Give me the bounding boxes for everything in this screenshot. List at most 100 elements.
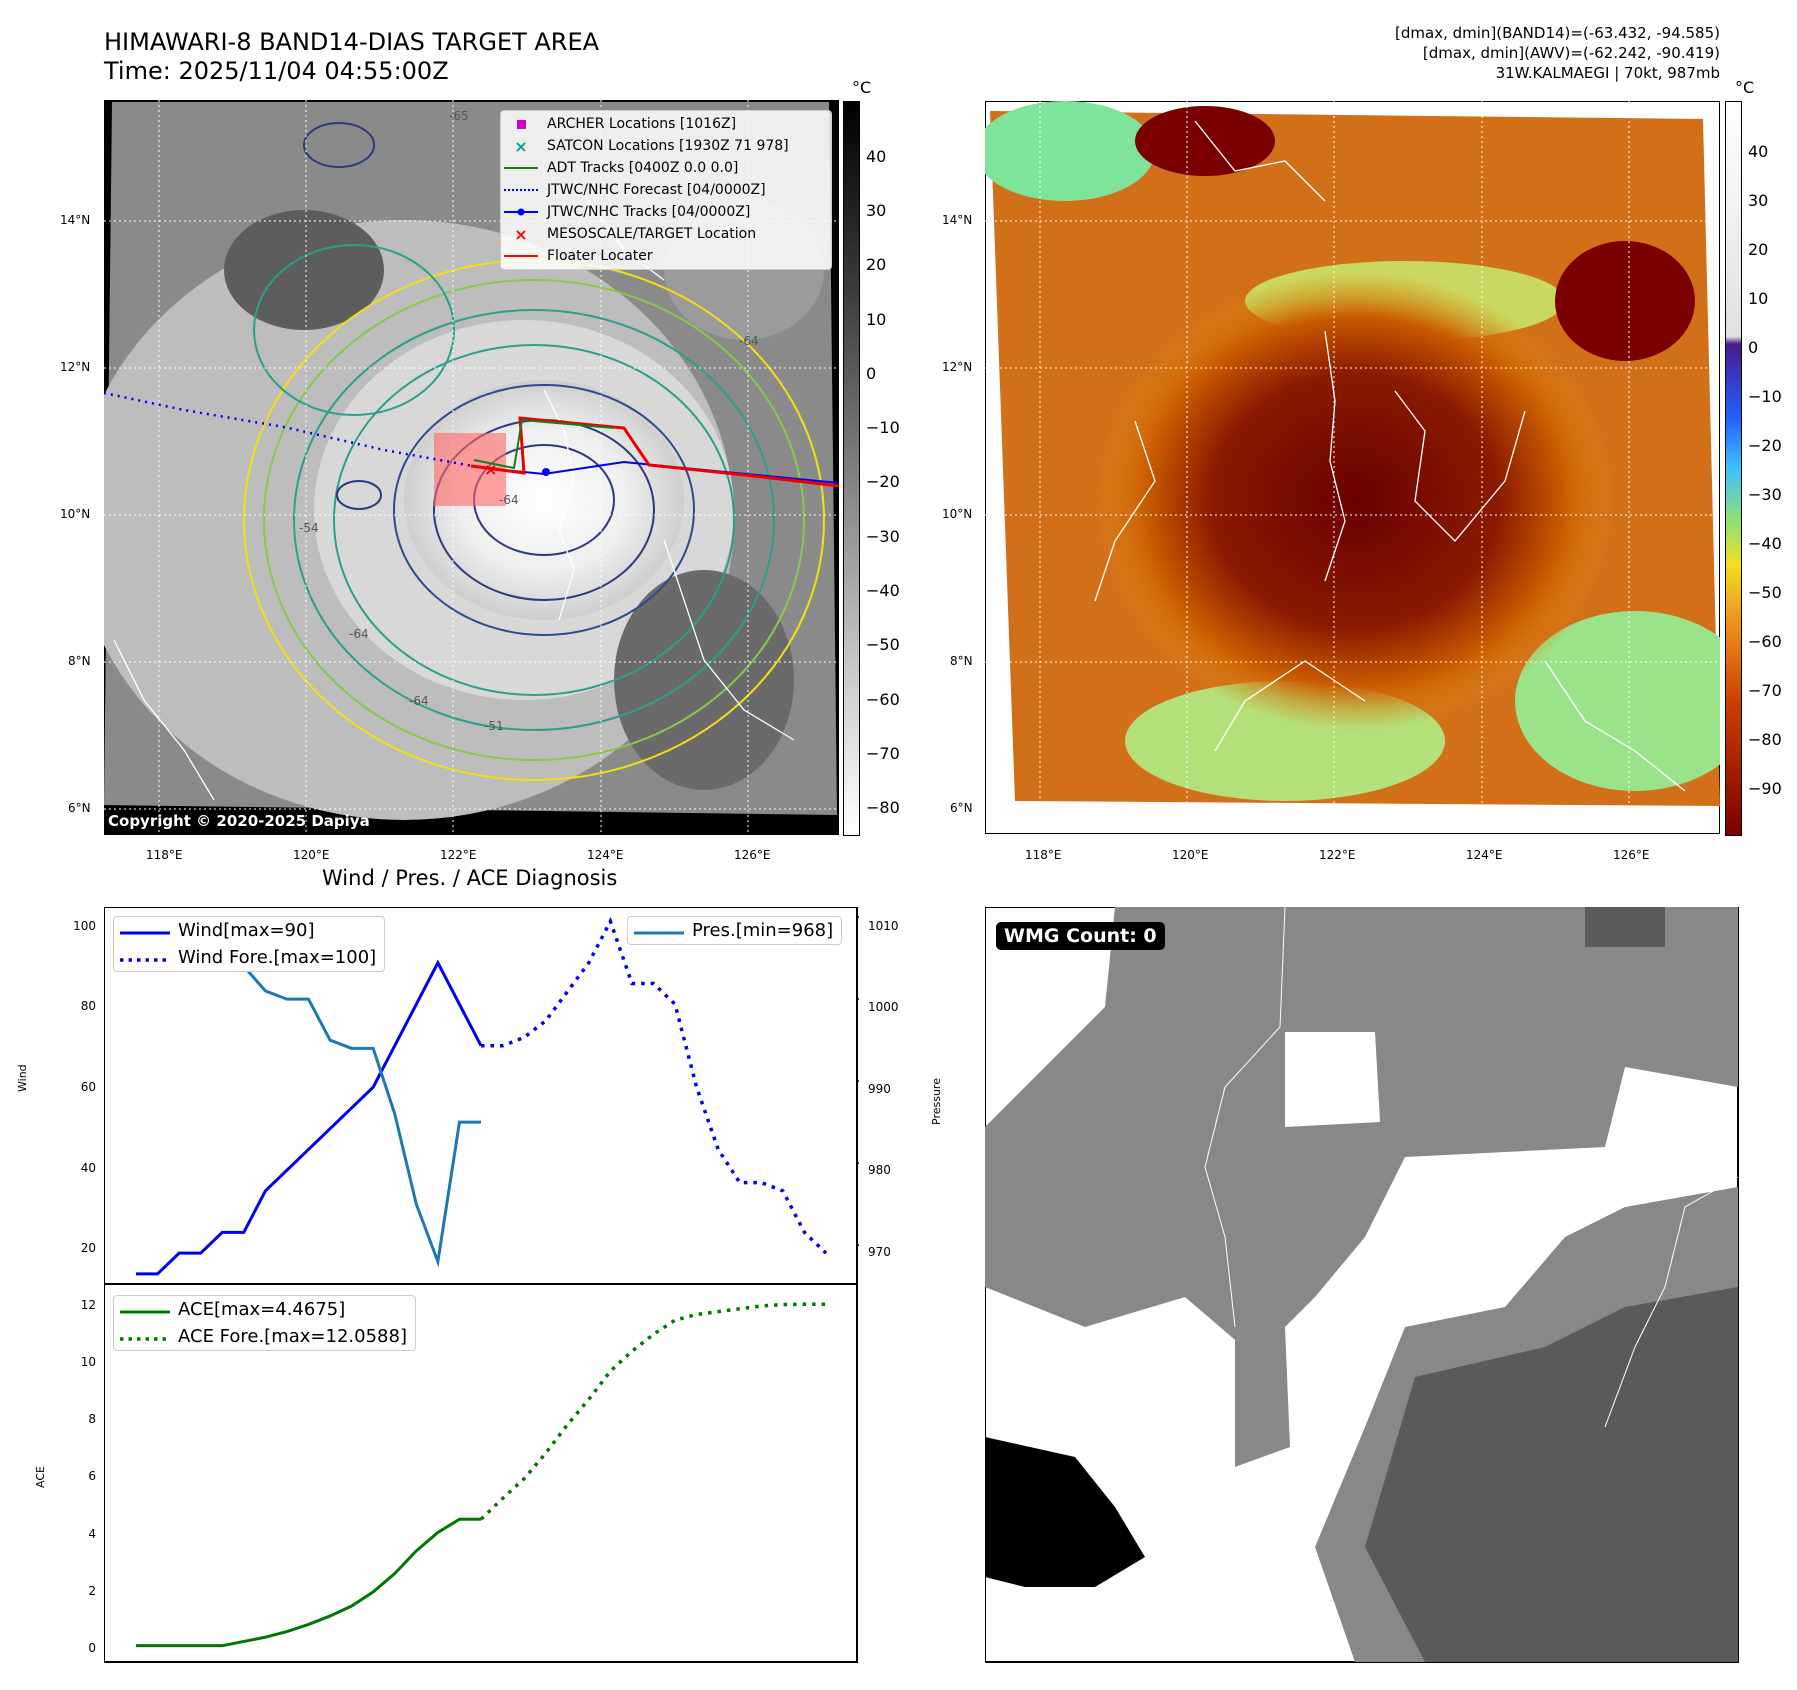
pressure-ytick: 990	[868, 1082, 891, 1096]
solid-line-icon	[120, 924, 170, 938]
info-storm: 31W.KALMAEGI | 70kt, 987mb	[1495, 64, 1720, 82]
figure-time: Time: 2025/11/04 04:55:00Z	[104, 57, 449, 85]
wind-forecast-line	[481, 916, 828, 1255]
legend-label: JTWC/NHC Forecast [04/0000Z]	[547, 182, 766, 198]
info-awv-range: [dmax, dmin](AWV)=(-62.242, -90.419)	[1422, 44, 1720, 62]
awv-colorbar-unit: °C	[1735, 78, 1755, 97]
ir-lon-tick: 124°E	[587, 848, 624, 862]
square-marker-icon	[501, 116, 541, 132]
wind-ytick: 20	[80, 1241, 96, 1255]
ace-ytick: 8	[88, 1412, 96, 1426]
awv-lat-tick: 10°N	[942, 507, 973, 521]
wmg-map	[985, 907, 1739, 1663]
ir-colorbar-unit: °C	[852, 78, 872, 97]
awv-lat-tick: 8°N	[950, 654, 973, 668]
contour-label: -64	[349, 627, 369, 641]
contour-label: -54	[299, 521, 319, 535]
legend-floater: Floater Locater	[501, 245, 831, 267]
awv-map	[985, 101, 1720, 834]
awv-lat-tick: 12°N	[942, 360, 973, 374]
awv-lon-tick: 120°E	[1172, 848, 1209, 862]
pressure-legend: Pres.[min=968]	[627, 916, 843, 945]
solid-line-icon	[634, 924, 684, 938]
pressure-axis-label: Pressure	[930, 1078, 943, 1125]
ir-lat-tick: 14°N	[60, 213, 91, 227]
ir-colorbar	[843, 101, 860, 836]
ace-ytick: 0	[88, 1641, 96, 1655]
wind-ytick: 80	[80, 999, 96, 1013]
wind-axis-label: Wind	[16, 1064, 29, 1092]
line-dot-icon	[501, 204, 541, 220]
ir-lon-tick: 126°E	[734, 848, 771, 862]
legend-label: ARCHER Locations [1016Z]	[547, 116, 737, 132]
ace-axis-label: ACE	[34, 1466, 47, 1488]
legend-jtwc-tracks: JTWC/NHC Tracks [04/0000Z]	[501, 201, 831, 223]
legend-wind: Wind[max=90]	[114, 917, 384, 944]
figure-title: HIMAWARI-8 BAND14-DIAS TARGET AREA	[104, 28, 600, 56]
solid-line-icon	[501, 248, 541, 264]
ir-lat-tick: 10°N	[60, 507, 91, 521]
legend-ace-forecast: ACE Fore.[max=12.0588]	[114, 1323, 415, 1350]
legend-mesoscale: × MESOSCALE/TARGET Location	[501, 223, 831, 245]
awv-lon-tick: 122°E	[1319, 848, 1356, 862]
awv-lon-tick: 126°E	[1613, 848, 1650, 862]
diagnosis-title: Wind / Pres. / ACE Diagnosis	[322, 866, 618, 890]
dotted-line-icon	[120, 1330, 170, 1344]
pressure-ytick: 970	[868, 1245, 891, 1259]
ace-ytick: 10	[80, 1355, 96, 1369]
ir-lat-tick: 12°N	[60, 360, 91, 374]
legend-label: Floater Locater	[547, 248, 653, 264]
awv-lon-tick: 124°E	[1466, 848, 1503, 862]
pressure-ytick: 1000	[868, 1000, 899, 1014]
copyright-notice: Copyright © 2020-2025 Dapiya	[108, 812, 370, 830]
ace-ytick: 4	[88, 1527, 96, 1541]
wind-ytick: 60	[80, 1080, 96, 1094]
awv-lat-tick: 14°N	[942, 213, 973, 227]
wind-ytick: 40	[80, 1161, 96, 1175]
contour-label: -65	[449, 109, 469, 123]
legend-archer: ARCHER Locations [1016Z]	[501, 113, 831, 135]
ir-lat-tick: 6°N	[68, 801, 91, 815]
legend-wind-forecast: Wind Fore.[max=100]	[114, 944, 384, 971]
ace-ytick: 6	[88, 1469, 96, 1483]
pressure-ytick: 1010	[868, 919, 899, 933]
ace-ytick: 12	[80, 1298, 96, 1312]
contour-label: -64	[409, 694, 429, 708]
legend-label: SATCON Locations [1930Z 71 978]	[547, 138, 789, 154]
wind-line	[136, 959, 483, 1276]
ir-lat-tick: 8°N	[68, 654, 91, 668]
awv-colorbar	[1725, 101, 1742, 836]
legend-ace: ACE[max=4.4675]	[114, 1296, 415, 1323]
solid-line-icon	[501, 160, 541, 176]
awv-lon-tick: 118°E	[1025, 848, 1062, 862]
x-marker-icon: ×	[514, 136, 528, 156]
legend-adt: ADT Tracks [0400Z 0.0 0.0]	[501, 157, 831, 179]
legend-pressure: Pres.[min=968]	[628, 917, 841, 944]
wind-ytick: 100	[73, 919, 96, 933]
contour-label: -64	[739, 334, 759, 348]
legend-jtwc-forecast: JTWC/NHC Forecast [04/0000Z]	[501, 179, 831, 201]
dotted-line-icon	[501, 182, 541, 198]
ir-lon-tick: 122°E	[440, 848, 477, 862]
diagnosis-chart	[104, 907, 859, 1663]
legend-label: JTWC/NHC Tracks [04/0000Z]	[547, 204, 751, 220]
dotted-line-icon	[120, 951, 170, 965]
solid-line-icon	[120, 1303, 170, 1317]
pressure-ytick: 980	[868, 1163, 891, 1177]
legend-label: MESOSCALE/TARGET Location	[547, 226, 757, 242]
wmg-count-badge: WMG Count: 0	[996, 922, 1165, 950]
target-x-marker: ×	[484, 460, 497, 479]
wind-legend: Wind[max=90] Wind Fore.[max=100]	[113, 916, 386, 972]
contour-label: -64	[499, 493, 519, 507]
info-band14-range: [dmax, dmin](BAND14)=(-63.432, -94.585)	[1395, 24, 1720, 42]
ir-legend: ARCHER Locations [1016Z] × SATCON Locati…	[500, 110, 832, 270]
ir-lon-tick: 118°E	[146, 848, 183, 862]
ace-ytick: 2	[88, 1584, 96, 1598]
ir-lon-tick: 120°E	[293, 848, 330, 862]
legend-label: ADT Tracks [0400Z 0.0 0.0]	[547, 160, 739, 176]
awv-lat-tick: 6°N	[950, 801, 973, 815]
ace-line	[136, 1517, 481, 1648]
ace-legend: ACE[max=4.4675] ACE Fore.[max=12.0588]	[113, 1295, 416, 1351]
contour-label: -51	[484, 719, 504, 733]
x-marker-icon: ×	[514, 224, 528, 244]
